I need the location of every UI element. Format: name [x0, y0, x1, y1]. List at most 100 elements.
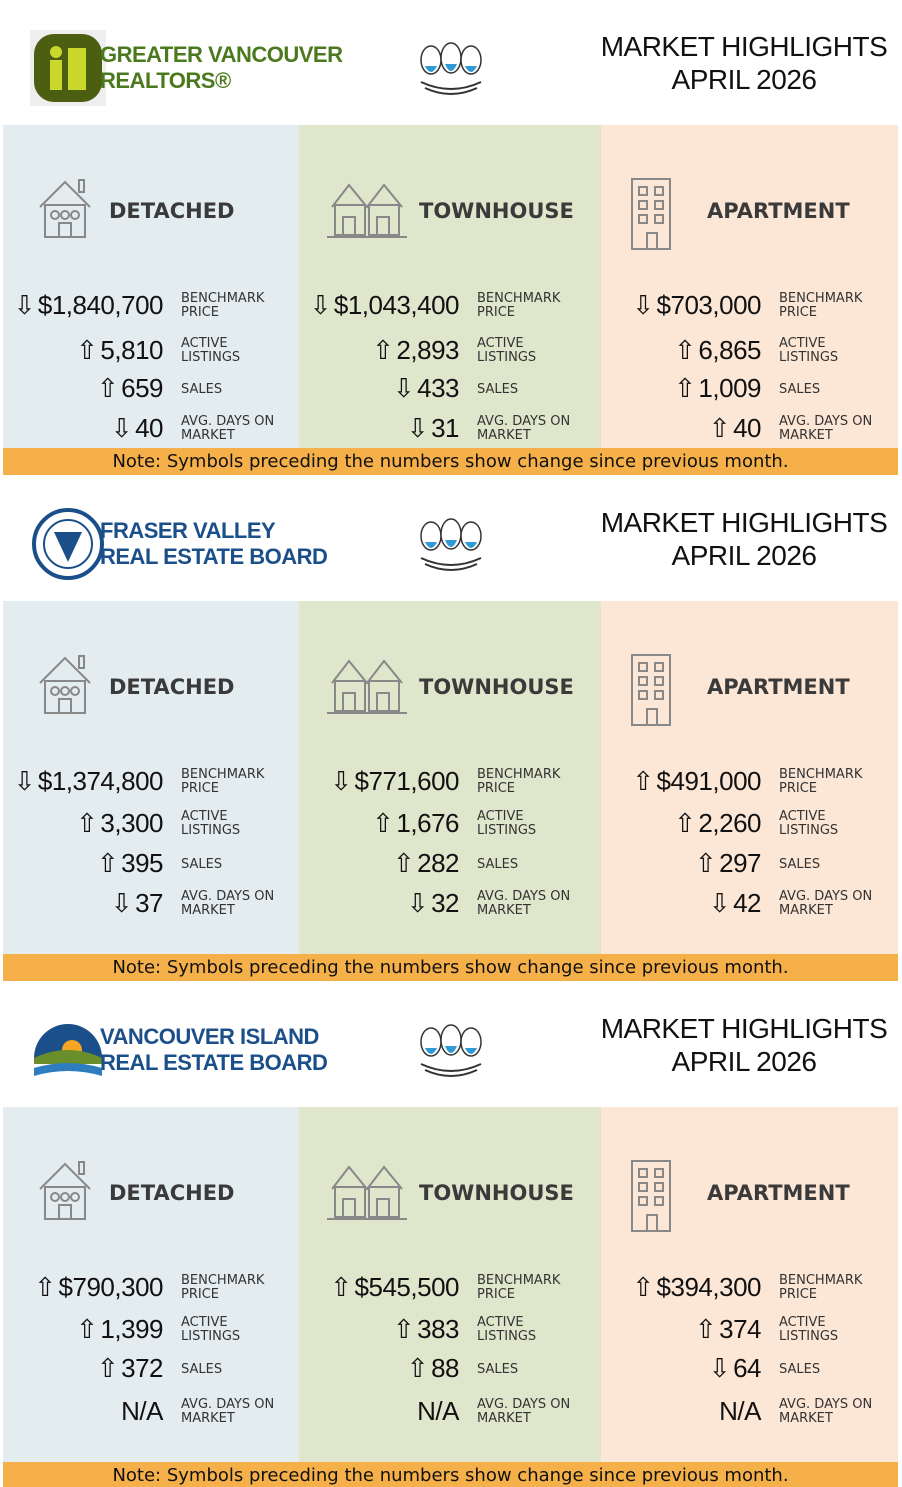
stat-number: 5,810	[100, 335, 163, 365]
metric-line: SALES	[477, 1362, 519, 1377]
metric-line: SALES	[181, 382, 223, 397]
metric-label: BENCHMARK PRICE	[181, 292, 264, 320]
metric-label: AVG. DAYS ON MARKET	[181, 415, 274, 443]
metric-line: BENCHMARK	[477, 767, 561, 782]
metric-label: ACTIVE LISTINGS	[779, 337, 838, 365]
metric-line: ACTIVE	[477, 336, 524, 351]
metric-label: ACTIVE LISTINGS	[477, 337, 536, 365]
metric-line: ACTIVE	[181, 809, 228, 824]
home-type: DETACHED	[109, 1181, 235, 1205]
metric-label: AVG. DAYS ON MARKET	[477, 415, 570, 443]
stat-value: ⇧ $545,500	[289, 1272, 459, 1303]
metric-line: SALES	[779, 857, 821, 872]
owl-logo-svg	[420, 42, 482, 95]
change-arrow: ⇩	[632, 290, 654, 320]
stat-number: 374	[719, 1314, 761, 1344]
metric-label: SALES	[181, 383, 222, 397]
metric-line: BENCHMARK	[181, 291, 265, 306]
metric-line: AVG. DAYS ON	[181, 1397, 275, 1412]
home-icon-svg	[327, 659, 407, 714]
metric-line: LISTINGS	[779, 350, 839, 365]
owl-logo	[417, 514, 485, 576]
metric-line: PRICE	[779, 781, 817, 796]
stat-value: N/A	[591, 1396, 761, 1427]
stat-value: ⇩ $1,374,800	[0, 766, 164, 797]
metric-line: MARKET	[181, 1411, 235, 1426]
stat-number: 372	[121, 1353, 163, 1383]
metric-line: ACTIVE	[181, 1315, 228, 1330]
metric-label: ACTIVE LISTINGS	[477, 810, 536, 838]
home-icon	[327, 177, 409, 253]
metric-line: PRICE	[181, 781, 219, 796]
home-icon	[327, 1159, 409, 1235]
change-arrow: ⇧	[76, 1314, 98, 1344]
board-logo	[30, 506, 106, 582]
stat-number: N/A	[417, 1396, 459, 1426]
board-logo-svg	[32, 508, 104, 580]
home-type: DETACHED	[109, 675, 235, 699]
stat-number: 3,300	[100, 808, 163, 838]
home-icon	[35, 653, 97, 729]
stat-number: 2,260	[698, 808, 761, 838]
change-arrow: ⇧	[708, 413, 731, 443]
stat-number: $394,300	[656, 1272, 762, 1302]
stat-number: $703,000	[656, 290, 762, 320]
note-bar: Note: Symbols preceding the numbers show…	[3, 954, 898, 981]
board-name: REAL ESTATE BOARD	[100, 1050, 328, 1075]
metric-label: ACTIVE LISTINGS	[779, 1316, 838, 1344]
metric-label: SALES	[477, 383, 518, 397]
owl-logo	[417, 38, 485, 100]
metric-label: SALES	[477, 1363, 518, 1377]
change-arrow: ⇧	[96, 373, 119, 403]
metric-label: AVG. DAYS ON MARKET	[477, 890, 570, 918]
metric-label: SALES	[779, 858, 820, 872]
metric-line: AVG. DAYS ON	[779, 889, 873, 904]
stat-number: 383	[417, 1314, 459, 1344]
change-arrow: ⇩	[110, 413, 133, 443]
metric-line: MARKET	[181, 428, 235, 443]
change-arrow: ⇩	[110, 888, 133, 918]
metric-line: MARKET	[477, 428, 531, 443]
change-arrow: ⇧	[96, 1353, 119, 1383]
stat-value: ⇧ 659	[0, 373, 164, 404]
home-icon-svg	[327, 183, 407, 238]
column-panel	[3, 125, 299, 448]
change-arrow: ⇩	[708, 888, 731, 918]
stat-number: 1,399	[100, 1314, 163, 1344]
metric-label: ACTIVE LISTINGS	[181, 810, 240, 838]
home-type: TOWNHOUSE	[419, 1181, 574, 1205]
stat-number: N/A	[719, 1396, 761, 1426]
home-icon-svg	[327, 1165, 407, 1220]
metric-line: BENCHMARK	[181, 767, 265, 782]
metric-line: ACTIVE	[181, 336, 228, 351]
metric-line: LISTINGS	[779, 1329, 839, 1344]
metric-line: ACTIVE	[779, 809, 826, 824]
metric-line: ACTIVE	[477, 1315, 524, 1330]
home-icon-svg	[631, 178, 671, 250]
metric-label: BENCHMARK PRICE	[477, 292, 560, 320]
change-arrow: ⇩	[13, 290, 36, 320]
metric-label: AVG. DAYS ON MARKET	[181, 890, 274, 918]
home-icon	[627, 653, 689, 729]
change-arrow: ⇧	[406, 1353, 429, 1383]
stat-number: $790,300	[58, 1272, 164, 1302]
metric-line: AVG. DAYS ON	[477, 889, 571, 904]
home-type: APARTMENT	[707, 1181, 850, 1205]
change-arrow: ⇩	[406, 413, 429, 443]
metric-line: SALES	[181, 1362, 223, 1377]
heading: MARKET HIGHLIGHTS	[600, 507, 888, 538]
home-icon-svg	[39, 655, 91, 714]
stat-value: ⇩ $771,600	[289, 766, 459, 797]
stat-number: 395	[121, 848, 163, 878]
metric-label: ACTIVE LISTINGS	[779, 810, 838, 838]
board-logo	[30, 30, 106, 106]
metric-line: BENCHMARK	[779, 767, 863, 782]
metric-label: BENCHMARK PRICE	[477, 768, 560, 796]
metric-line: LISTINGS	[181, 350, 241, 365]
change-arrow: ⇧	[674, 373, 696, 403]
home-type: APARTMENT	[707, 675, 850, 699]
change-arrow: ⇧	[694, 1314, 717, 1344]
column-panel	[299, 125, 601, 448]
change-arrow: ⇩	[708, 1353, 731, 1383]
change-arrow: ⇩	[392, 373, 415, 403]
